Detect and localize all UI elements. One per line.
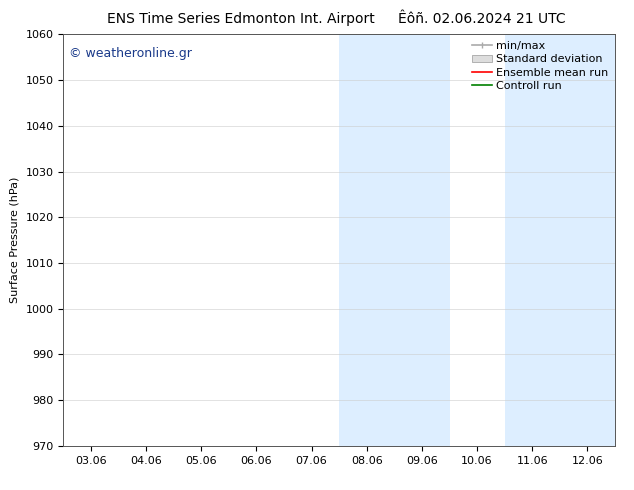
Text: Êôñ. 02.06.2024 21 UTC: Êôñ. 02.06.2024 21 UTC [398,12,566,26]
Text: ENS Time Series Edmonton Int. Airport: ENS Time Series Edmonton Int. Airport [107,12,375,26]
Legend: min/max, Standard deviation, Ensemble mean run, Controll run: min/max, Standard deviation, Ensemble me… [467,37,612,96]
Y-axis label: Surface Pressure (hPa): Surface Pressure (hPa) [10,177,20,303]
Bar [505,34,615,446]
Text: © weatheronline.gr: © weatheronline.gr [69,47,192,60]
Bar [339,34,450,446]
